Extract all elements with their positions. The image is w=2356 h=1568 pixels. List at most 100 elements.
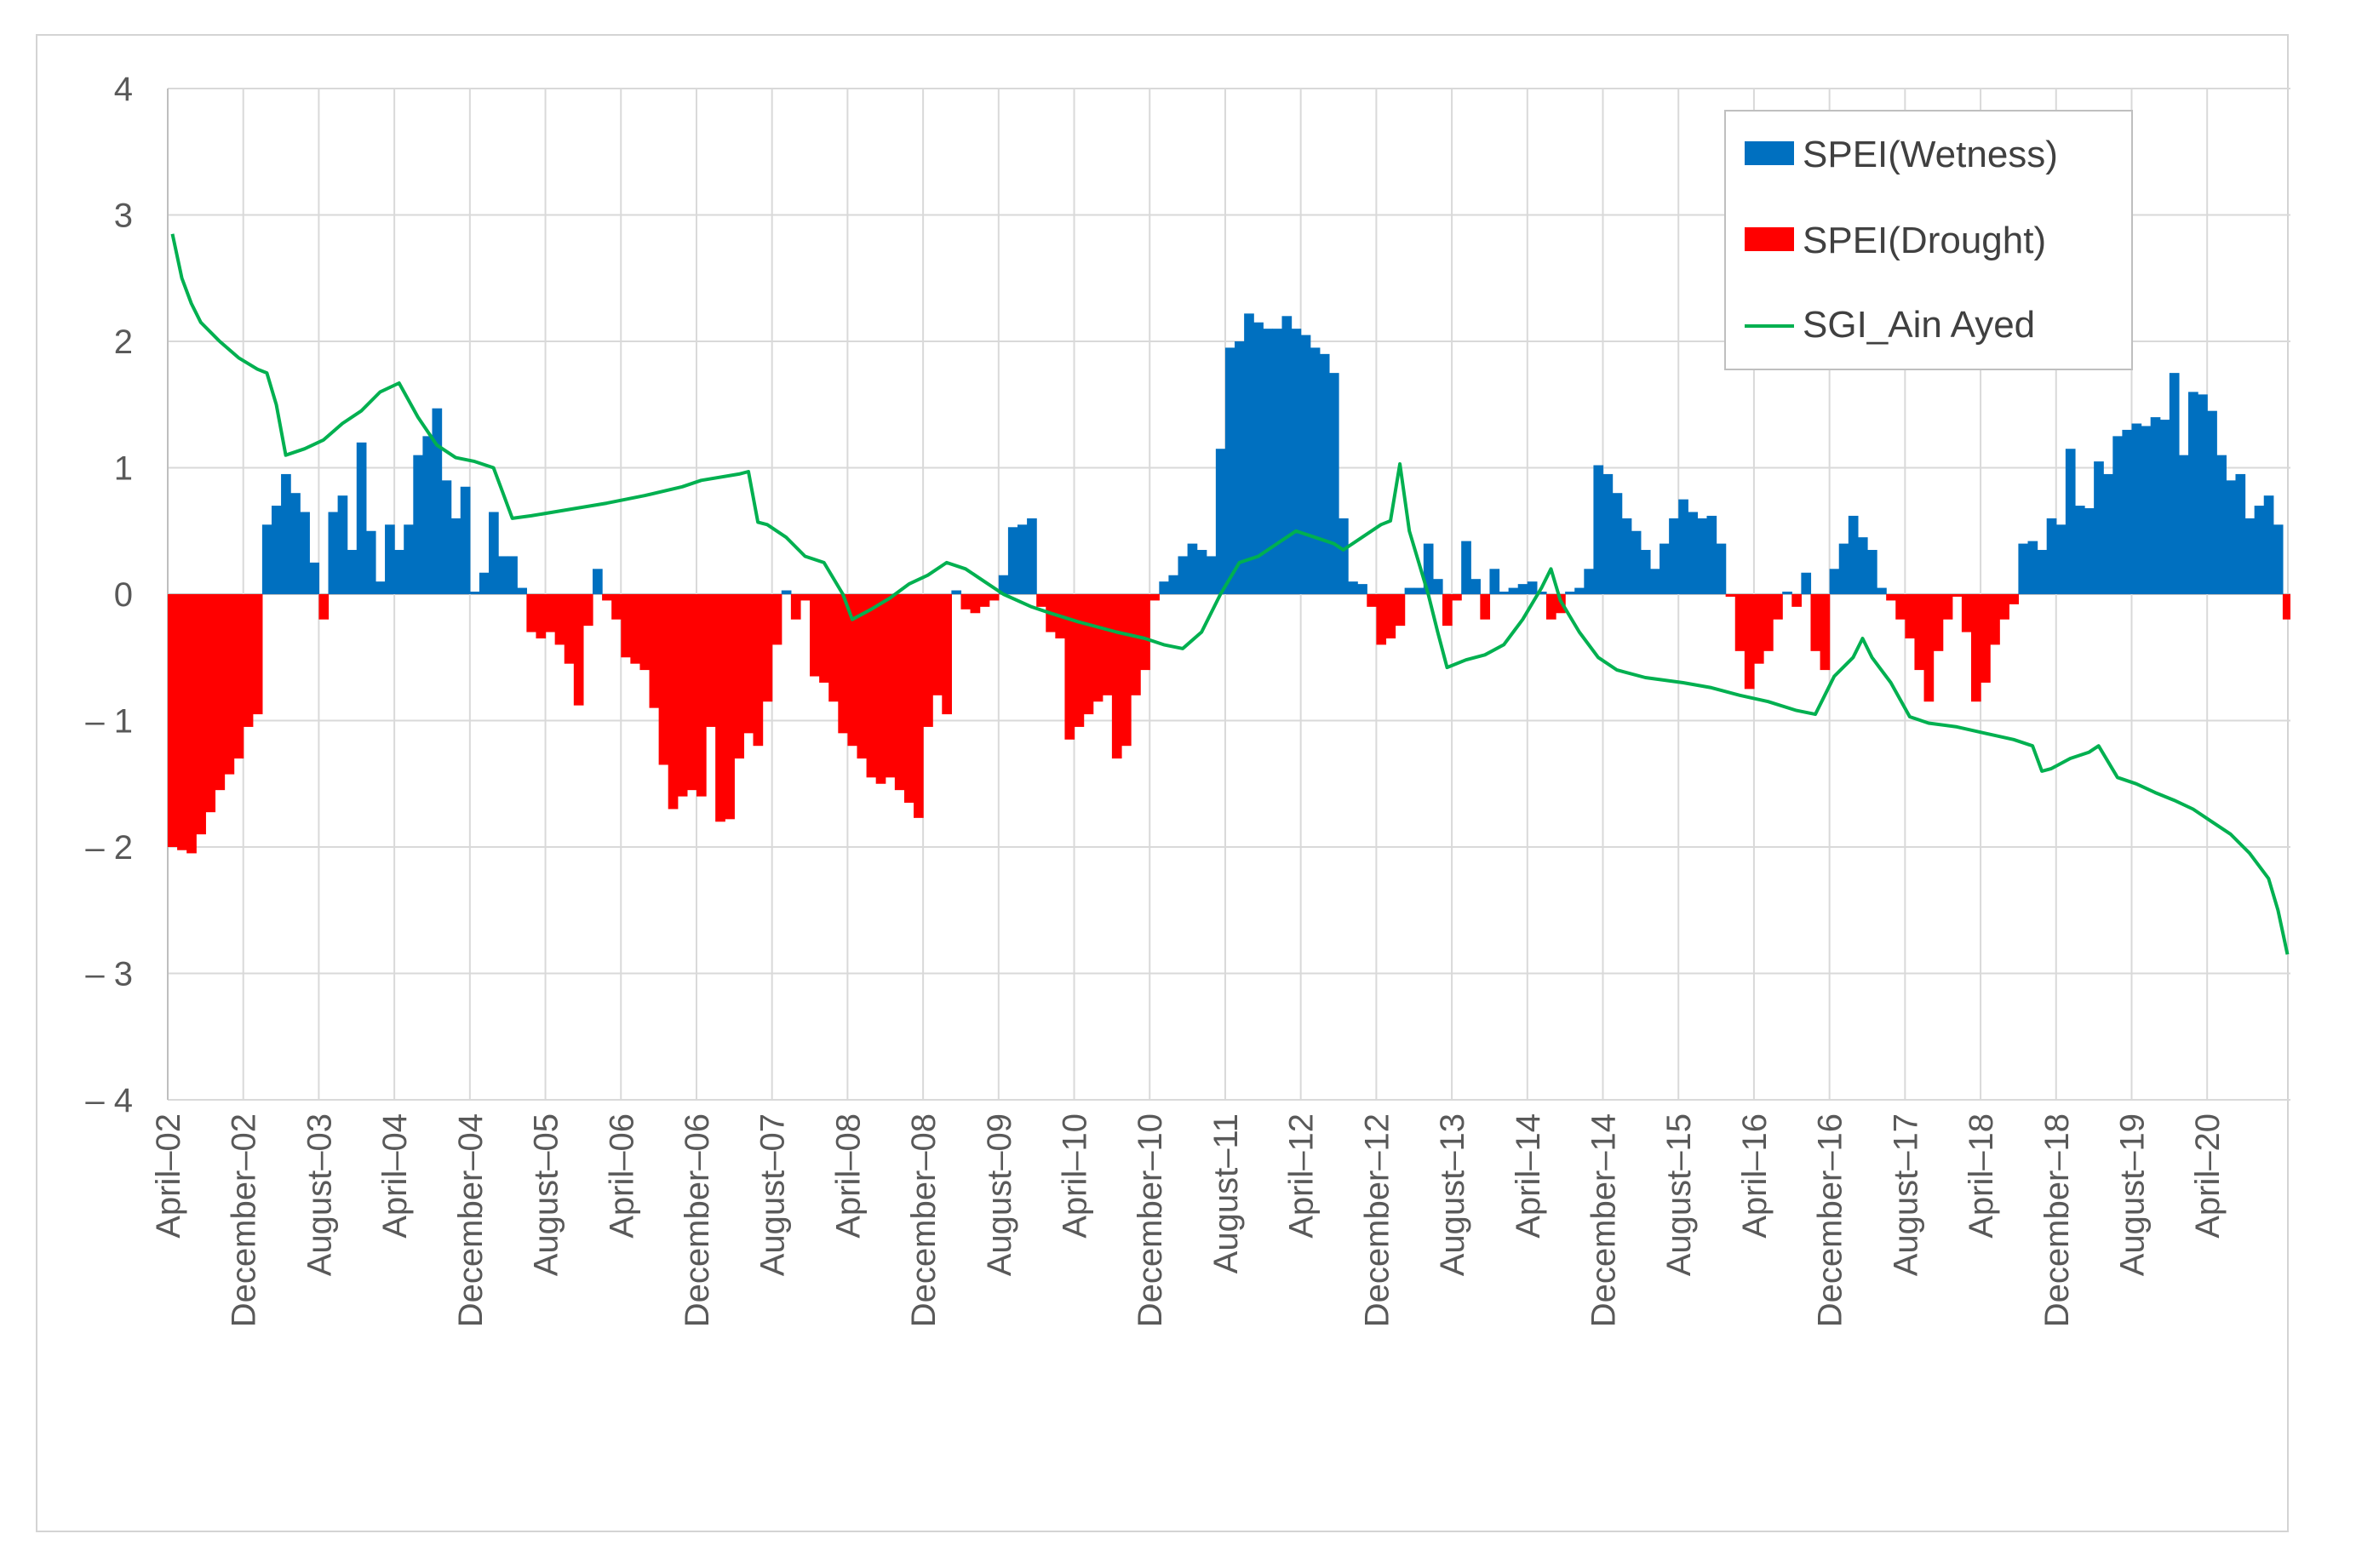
x-tick-label: August–03 — [301, 1113, 338, 1276]
spei-wetness-bar — [356, 442, 367, 594]
spei-wetness-bar — [2122, 429, 2133, 594]
spei-wetness-bar — [2027, 541, 2038, 594]
spei-drought-bar — [1981, 594, 1991, 683]
spei-wetness-bar — [1215, 449, 1226, 594]
spei-drought-bar — [1442, 594, 1453, 627]
x-tick-label: April–18 — [1963, 1113, 2000, 1239]
spei-drought-bar — [224, 594, 235, 775]
spei-wetness-bar — [404, 524, 414, 594]
spei-drought-bar — [1886, 594, 1896, 601]
spei-wetness-bar — [422, 436, 433, 594]
spei-drought-bar — [1923, 594, 1935, 702]
spei-wetness-bar — [1584, 569, 1595, 594]
spei-drought-bar — [715, 594, 725, 822]
spei-wetness-bar — [1178, 556, 1189, 594]
legend-swatch-wetness — [1745, 141, 1794, 165]
spei-drought-bar — [725, 594, 735, 820]
x-tick-label: December–12 — [1358, 1113, 1396, 1327]
spei-wetness-bar — [998, 575, 1009, 594]
spei-wetness-bar — [1602, 473, 1614, 594]
x-tick-label: August–15 — [1660, 1113, 1698, 1276]
spei-drought-bar — [554, 594, 565, 645]
spei-wetness-bar — [1593, 465, 1604, 594]
spei-wetness-bar — [1310, 347, 1321, 594]
spei-drought-bar — [1036, 594, 1046, 607]
spei-wetness-bar — [2094, 461, 2104, 594]
spei-wetness-bar — [261, 524, 272, 594]
y-tick-label: 2 — [114, 323, 133, 361]
spei-wetness-bar — [507, 556, 518, 594]
spei-drought-bar — [1753, 594, 1764, 664]
spei-drought-bar — [1763, 594, 1774, 651]
spei-drought-bar — [1131, 594, 1141, 695]
legend-label-sgi: SGI_Ain Ayed — [1803, 304, 2035, 346]
spei-wetness-bar — [365, 530, 376, 594]
spei-wetness-bar — [1688, 512, 1698, 594]
spei-drought-bar — [1452, 594, 1462, 601]
x-tick-label: April–06 — [603, 1113, 640, 1239]
spei-wetness-bar — [1235, 341, 1245, 594]
spei-wetness-bar — [1159, 581, 1170, 594]
spei-wetness-bar — [1697, 518, 1708, 594]
spei-wetness-bar — [2273, 524, 2284, 594]
spei-drought-bar — [686, 594, 697, 791]
spei-wetness-bar — [1508, 587, 1519, 594]
spei-wetness-bar — [2198, 394, 2208, 594]
spei-wetness-bar — [2141, 426, 2152, 594]
spei-wetness-bar — [2188, 392, 2198, 594]
y-tick-label: 3 — [114, 197, 133, 235]
spei-wetness-bar — [2254, 506, 2265, 594]
sgi-line-group — [170, 233, 2290, 955]
spei-wetness-bar — [2244, 518, 2256, 594]
chart-svg: – 4 – 3 – 2 – 1 0 1 2 3 4 April–02 December–02 Aug… — [85, 71, 2290, 1327]
spei-wetness-bar — [2169, 373, 2180, 594]
spei-wetness-bar — [1253, 322, 1264, 594]
spei-drought-bar — [2282, 594, 2290, 620]
x-axis-ticks: April–02 December–02 August–03 April–04 Dece… — [150, 1113, 2227, 1327]
x-tick-label: April–12 — [1283, 1113, 1321, 1239]
spei-wetness-bar — [2037, 550, 2048, 594]
spei-wetness-bar — [593, 569, 603, 594]
spei-wetness-bar — [1660, 543, 1670, 594]
spei-drought-bar — [205, 594, 216, 813]
x-tick-label: August–11 — [1207, 1113, 1245, 1273]
spei-drought-bar — [903, 594, 914, 804]
spei-drought-bar — [1545, 594, 1556, 620]
spei-wetness-bar — [281, 473, 291, 594]
spei-drought-bar — [186, 594, 197, 854]
spei-drought-bar — [611, 594, 622, 620]
spei-wetness-bar — [1224, 347, 1235, 594]
spei-drought-bar — [743, 594, 754, 734]
spei-wetness-bar — [1574, 587, 1585, 594]
spei-drought-bar — [1367, 594, 1377, 607]
spei-drought-bar — [1064, 594, 1075, 740]
spei-wetness-bar — [1499, 592, 1510, 594]
x-tick-label: April–04 — [376, 1113, 414, 1239]
spei-wetness-bar — [1348, 581, 1358, 594]
spei-wetness-bar — [2103, 473, 2113, 594]
spei-drought-bar — [828, 594, 839, 702]
spei-wetness-bar — [1470, 579, 1481, 594]
spei-wetness-bar — [1461, 541, 1471, 594]
spei-wetness-bar — [1527, 581, 1538, 594]
spei-drought-bar — [658, 594, 669, 765]
spei-wetness-bar — [2178, 455, 2189, 594]
spei-wetness-bar — [394, 550, 404, 594]
spei-wetness-bar — [2065, 449, 2076, 594]
spei-wetness-bar — [1244, 313, 1254, 594]
spei-wetness-bar — [432, 408, 443, 594]
spei-drought-bar — [914, 594, 924, 818]
spei-wetness-bar — [1300, 335, 1311, 594]
spei-wetness-bar — [1281, 316, 1293, 594]
spei-drought-bar — [233, 594, 244, 759]
spei-wetness-bar — [1678, 499, 1688, 594]
spei-wetness-bar — [1328, 373, 1339, 594]
spei-wetness-bar — [1432, 579, 1443, 594]
spei-wetness-bar — [1423, 543, 1434, 594]
spei-drought-bar — [753, 594, 764, 747]
spei-wetness-bar — [2207, 410, 2217, 594]
x-tick-label: December–04 — [452, 1113, 490, 1327]
spei-wetness-bar — [271, 506, 282, 594]
spei-drought-bar — [696, 594, 707, 797]
x-tick-label: April–14 — [1510, 1113, 1547, 1239]
